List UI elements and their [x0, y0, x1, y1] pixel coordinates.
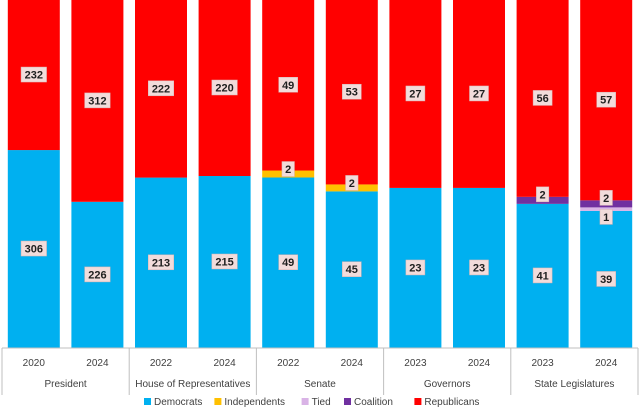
- data-label-box-democrats-0: [20, 240, 47, 257]
- legend-label-independents: Independents: [224, 397, 285, 408]
- tick-label-6: 2023: [404, 358, 427, 369]
- data-label-democrats-4: 49: [282, 257, 294, 269]
- data-label-republicans-0: 232: [25, 70, 43, 82]
- data-label-democrats-5: 45: [346, 264, 358, 276]
- tick-label-7: 2024: [468, 358, 491, 369]
- data-label-coalition-8: 2: [540, 189, 546, 201]
- group-label-state-legislatures: State Legislatures: [534, 379, 614, 390]
- data-label-republicans-2: 222: [152, 83, 170, 95]
- data-label-box-coalition-8: [536, 186, 550, 203]
- legend-swatch-republicans: [414, 398, 422, 405]
- tick-label-9: 2024: [595, 358, 618, 369]
- data-label-democrats-8: 41: [536, 270, 548, 282]
- group-label-senate: Senate: [304, 379, 336, 390]
- data-label-democrats-0: 306: [25, 244, 43, 256]
- data-label-box-democrats-9: [596, 271, 616, 287]
- data-label-box-democrats-8: [532, 267, 553, 284]
- data-label-box-democrats-4: [278, 254, 298, 270]
- tick-label-1: 2024: [86, 358, 109, 369]
- data-label-republicans-1: 312: [88, 95, 106, 107]
- data-label-box-republicans-6: [405, 85, 426, 102]
- data-label-democrats-6: 23: [409, 262, 421, 274]
- legend-label-tied: Tied: [312, 397, 331, 408]
- data-label-box-republicans-4: [278, 77, 298, 93]
- data-label-box-republicans-3: [211, 79, 238, 96]
- data-label-box-republicans-9: [596, 91, 616, 108]
- data-label-democrats-1: 226: [88, 269, 106, 281]
- data-label-box-democrats-7: [469, 259, 489, 276]
- data-label-box-coalition-9: [599, 190, 613, 206]
- data-label-republicans-9: 57: [600, 95, 612, 107]
- data-label-republicans-3: 220: [215, 83, 233, 95]
- data-label-box-republicans-7: [469, 85, 489, 102]
- data-label-box-independents-4: [281, 161, 295, 177]
- group-label-president: President: [44, 379, 86, 390]
- tick-label-4: 2022: [277, 358, 300, 369]
- data-label-democrats-3: 215: [215, 257, 233, 269]
- legend-label-republicans: Republicans: [424, 397, 479, 408]
- legend-label-democrats: Democrats: [154, 397, 202, 408]
- tick-label-0: 2020: [23, 358, 46, 369]
- data-label-box-democrats-2: [148, 254, 174, 271]
- data-label-republicans-8: 56: [536, 93, 548, 105]
- bars-layer: [7, 0, 633, 348]
- data-labels-layer: 3062322263122132222152204924945253232723…: [20, 66, 616, 287]
- data-label-independents-4: 2: [285, 164, 291, 176]
- data-label-box-democrats-6: [405, 259, 426, 276]
- data-label-republicans-7: 27: [473, 88, 485, 100]
- data-label-independents-5: 2: [349, 178, 355, 190]
- data-label-republicans-5: 53: [346, 87, 358, 99]
- data-label-box-independents-5: [345, 175, 359, 191]
- group-label-governors: Governors: [424, 379, 471, 390]
- tick-label-3: 2024: [213, 358, 236, 369]
- tick-label-2: 2022: [150, 358, 173, 369]
- group-label-house-of-representatives: House of Representatives: [135, 379, 250, 390]
- data-label-box-democrats-1: [84, 266, 111, 283]
- data-label-box-tied-9: [599, 209, 613, 225]
- legend-swatch-coalition: [344, 398, 351, 405]
- data-label-tied-9: 1: [603, 212, 609, 224]
- tick-label-5: 2024: [341, 358, 364, 369]
- data-label-box-republicans-0: [20, 66, 47, 83]
- data-label-republicans-6: 27: [409, 88, 421, 100]
- data-label-coalition-9: 2: [603, 193, 609, 205]
- legend: Democrats Independents Tied Coalition Republ…: [144, 397, 479, 408]
- data-label-box-democrats-5: [342, 261, 362, 277]
- legend-swatch-tied: [301, 398, 309, 405]
- tick-label-8: 2023: [531, 358, 554, 369]
- data-label-democrats-7: 23: [473, 262, 485, 274]
- data-label-box-republicans-1: [84, 92, 111, 109]
- data-label-democrats-2: 213: [152, 257, 170, 269]
- data-label-box-republicans-5: [342, 83, 362, 100]
- legend-label-coalition: Coalition: [354, 397, 393, 408]
- data-label-democrats-9: 39: [600, 274, 612, 286]
- data-label-box-republicans-2: [148, 80, 174, 97]
- data-label-republicans-4: 49: [282, 80, 294, 92]
- legend-swatch-independents: [214, 398, 222, 405]
- data-label-box-republicans-8: [532, 90, 553, 106]
- data-label-box-democrats-3: [211, 253, 238, 270]
- legend-swatch-democrats: [144, 398, 151, 405]
